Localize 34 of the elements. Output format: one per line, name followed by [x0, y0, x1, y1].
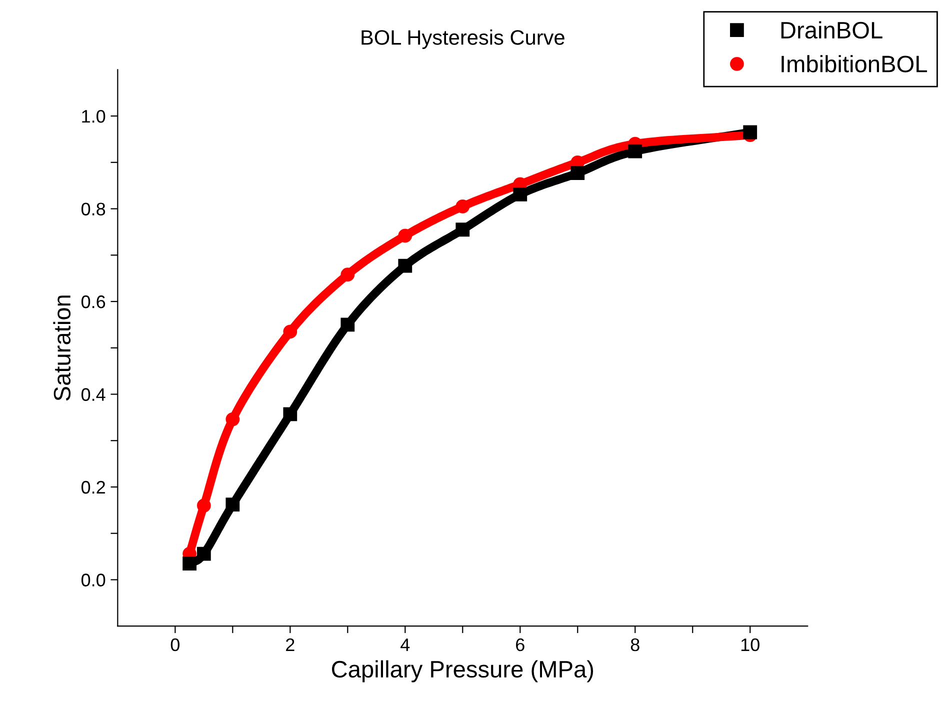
point — [398, 258, 412, 273]
point — [196, 546, 211, 561]
legend-label: DrainBOL — [781, 21, 882, 39]
y-tick-label: 0.6 — [81, 295, 106, 308]
point — [226, 498, 240, 512]
point — [182, 556, 196, 570]
point — [340, 318, 355, 332]
chart-title: BOL Hysteresis Curve — [362, 30, 564, 49]
x-tick-label: 4 — [400, 638, 410, 651]
point — [570, 166, 585, 180]
point — [628, 144, 642, 158]
y-tick-label: 0.4 — [81, 388, 106, 401]
x-tick-label: 2 — [286, 638, 294, 651]
point — [456, 199, 470, 214]
y-tick-label: 0.2 — [81, 480, 105, 494]
y-tick-label: 1.0 — [82, 110, 106, 123]
y-axis-title: Saturation — [53, 296, 71, 401]
point — [340, 268, 355, 282]
point — [283, 407, 298, 422]
x-tick-label: 10 — [741, 638, 760, 652]
point — [283, 324, 298, 339]
point — [398, 228, 412, 243]
x-tick-label: 0 — [170, 638, 180, 652]
point — [226, 412, 240, 426]
x-axis-title: Capillary Pressure (MPa) — [332, 660, 594, 682]
point — [196, 498, 211, 512]
point — [513, 187, 528, 202]
y-tick-label: 0.0 — [81, 574, 106, 586]
point — [456, 222, 470, 237]
x-tick-label: 8 — [630, 638, 640, 652]
y-tick-label: 0.8 — [81, 202, 106, 216]
legend-label: ImbibitionBOL — [782, 55, 927, 72]
x-tick-label: 6 — [516, 638, 524, 652]
point — [743, 125, 758, 140]
